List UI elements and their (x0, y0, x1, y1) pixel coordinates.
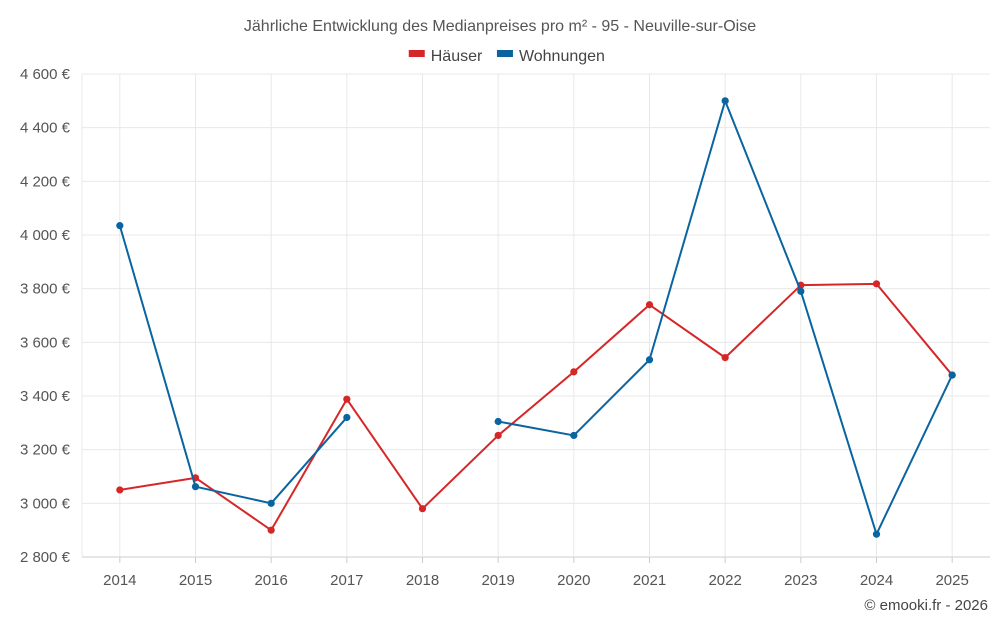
legend-label: Wohnungen (519, 48, 605, 65)
y-tick-label: 3 400 € (20, 388, 71, 405)
series-1-point (116, 486, 124, 494)
series-2-point (343, 413, 351, 422)
x-tick-label: 2022 (708, 572, 741, 589)
series-1-point (721, 354, 729, 362)
series-2-point (570, 431, 578, 440)
x-tick-label: 2023 (784, 572, 817, 589)
x-tick-label: 2014 (103, 572, 136, 589)
x-tick-label: 2021 (633, 572, 666, 589)
x-tick-label: 2019 (481, 572, 514, 589)
legend-label: Häuser (431, 48, 483, 65)
x-tick-label: 2015 (179, 572, 212, 589)
series-2-point (948, 371, 956, 379)
x-tick-label: 2020 (557, 572, 590, 589)
y-tick-label: 3 200 € (20, 442, 71, 459)
x-tick-label: 2025 (935, 572, 968, 589)
x-axis: 2014 2015 2016 2017 2018 2019 2020 2021 2022 2023… (103, 557, 969, 589)
y-tick-label: 3 000 € (20, 495, 71, 512)
chart-title: Jährliche Entwicklung des Medianpreises … (244, 18, 756, 35)
series-2-point (872, 530, 881, 538)
x-tick-label: 2016 (254, 572, 287, 589)
y-tick-label: 2 800 € (20, 549, 71, 566)
grid (81, 73, 990, 558)
series-1-line (118, 282, 954, 532)
legend-swatch (496, 50, 513, 57)
series-2-point (116, 222, 124, 230)
series-1-point (872, 280, 881, 288)
legend: Häuser Wohnungen (408, 48, 605, 65)
series-1-point (343, 395, 351, 403)
legend-swatch (408, 50, 425, 57)
y-tick-label: 3 800 € (20, 281, 71, 298)
y-tick-label: 4 200 € (20, 173, 71, 190)
y-tick-label: 4 600 € (20, 66, 71, 83)
series-2-point (191, 483, 200, 491)
credit-text: © emooki.fr - 2026 (864, 597, 988, 614)
series-group (116, 97, 956, 538)
series-1-point (570, 368, 578, 376)
series-2-point (797, 287, 805, 295)
y-tick-label: 4 400 € (20, 120, 71, 137)
x-tick-label: 2017 (330, 572, 363, 589)
series-1-point (645, 301, 654, 309)
x-tick-label: 2018 (406, 572, 439, 589)
series-2-line (118, 224, 348, 505)
series-1-point (494, 431, 502, 440)
series-1-point (267, 526, 275, 534)
series-2-point (267, 499, 275, 507)
y-axis: 2 800 € 3 000 € 3 200 € 3 400 € 3 600 € 3 800… (20, 66, 71, 566)
x-tick-label: 2024 (860, 572, 893, 589)
series-1-point (418, 505, 427, 513)
series-2-point (721, 97, 729, 105)
y-tick-label: 3 600 € (20, 334, 71, 351)
series-2-point (645, 356, 654, 364)
y-tick-label: 4 000 € (20, 227, 71, 244)
series-2-point (494, 417, 502, 426)
